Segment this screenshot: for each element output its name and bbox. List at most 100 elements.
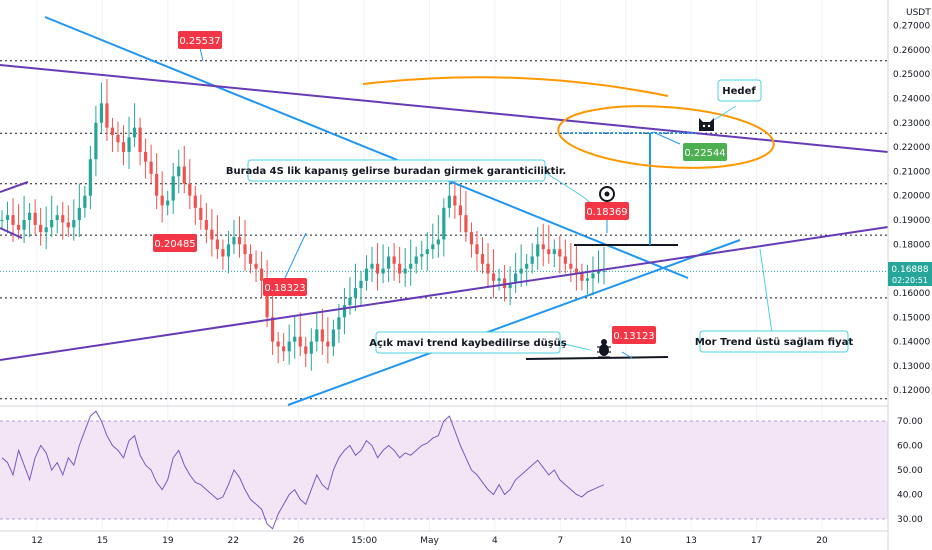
candle-body bbox=[326, 341, 330, 347]
rsi-tick-label: 70.00 bbox=[897, 417, 923, 427]
candle-body bbox=[271, 317, 275, 342]
callout-connectors bbox=[542, 105, 773, 351]
candle-body bbox=[486, 263, 490, 274]
time-tick-label: 10 bbox=[620, 536, 632, 546]
candle-body bbox=[547, 249, 551, 255]
candle-body bbox=[596, 271, 601, 274]
candle-body bbox=[453, 195, 457, 206]
price-tag-020485[interactable]: 0.20485 bbox=[153, 234, 197, 252]
candle-body bbox=[464, 215, 468, 233]
price-tick-label: 0.15000 bbox=[893, 313, 930, 323]
candle-body bbox=[525, 263, 529, 269]
candle-body bbox=[309, 341, 313, 354]
candle-body bbox=[182, 166, 186, 184]
candle-body bbox=[199, 207, 203, 221]
blue-trend-ascending[interactable] bbox=[287, 239, 741, 406]
candle-body bbox=[469, 232, 474, 245]
candle-body bbox=[88, 159, 92, 196]
candle-body bbox=[458, 205, 463, 216]
candle-body bbox=[491, 273, 496, 281]
candle-body bbox=[563, 256, 567, 264]
candle-body bbox=[569, 263, 573, 269]
purple-trend-upper[interactable] bbox=[0, 64, 889, 153]
purple-trend-left-lower bbox=[0, 227, 23, 239]
candle-body bbox=[11, 215, 15, 225]
price-tag-025537[interactable]: 0.25537 bbox=[178, 31, 222, 49]
candle-body bbox=[370, 263, 374, 269]
candle-body bbox=[166, 200, 170, 206]
target-ellipse[interactable] bbox=[556, 100, 776, 175]
candle-body bbox=[375, 263, 380, 274]
blue-trend-descending[interactable] bbox=[44, 16, 689, 279]
candle-body bbox=[110, 127, 115, 135]
note-target[interactable]: Hedef bbox=[717, 79, 762, 102]
candle-body bbox=[315, 329, 319, 342]
time-tick-label: 17 bbox=[751, 536, 762, 546]
candle-body bbox=[392, 256, 396, 264]
current-price-label[interactable]: 0.16888 02:20:51 bbox=[888, 262, 932, 286]
price-tag-020485-label: 0.20485 bbox=[154, 239, 195, 250]
price-tag-025537-label: 0.25537 bbox=[179, 36, 220, 47]
candle-body bbox=[215, 239, 219, 250]
candle-body bbox=[248, 254, 253, 264]
rsi-tick-label: 40.00 bbox=[897, 491, 923, 501]
candle-body bbox=[387, 256, 391, 269]
price-tag-022544[interactable]: 0.22544 bbox=[683, 143, 727, 161]
candle-body bbox=[502, 278, 507, 289]
candle-body bbox=[353, 288, 358, 298]
rsi-band bbox=[0, 421, 888, 519]
price-tag-013123[interactable]: 0.13123 bbox=[612, 326, 656, 344]
candle-body bbox=[149, 161, 153, 174]
note-breakdown-risk[interactable]: Açık mavi trend kaybedilirse düşüş bbox=[369, 331, 567, 354]
candle-body bbox=[514, 273, 518, 284]
candle-body bbox=[221, 249, 225, 257]
price-tag-018323[interactable]: 0.18323 bbox=[263, 278, 307, 296]
price-tick-label: 0.21000 bbox=[893, 167, 930, 177]
rsi-line bbox=[1, 410, 605, 530]
candle-body bbox=[50, 220, 54, 228]
candle-body bbox=[16, 224, 21, 230]
price-tick-label: 0.20000 bbox=[893, 192, 930, 202]
candle-body bbox=[552, 249, 556, 255]
candle-body bbox=[574, 268, 578, 274]
candle-body bbox=[409, 263, 413, 269]
candle-body bbox=[193, 195, 197, 208]
note-entry-condition-text: Burada 4S lik kapanış gelirse buradan gi… bbox=[226, 166, 566, 177]
note-purple-trend[interactable]: Mor Trend üstü sağlam fiyat bbox=[695, 330, 853, 353]
candle-body bbox=[298, 336, 302, 347]
candle-body bbox=[138, 127, 142, 152]
candle-body bbox=[436, 239, 440, 245]
time-tick-label: 4 bbox=[492, 536, 498, 546]
candle-body bbox=[359, 280, 363, 289]
price-axis-labels: 0.27000 0.26000 0.25000 0.24000 0.23000 0.220… bbox=[893, 22, 930, 397]
price-tick-label: 0.13000 bbox=[893, 362, 930, 372]
purple-trend-lower[interactable] bbox=[0, 226, 889, 361]
note-target-text: Hedef bbox=[722, 86, 756, 97]
candle-body bbox=[237, 237, 242, 245]
price-tick-label: 0.16000 bbox=[893, 289, 930, 299]
price-tick-label: 0.22000 bbox=[893, 143, 930, 153]
black-support-line[interactable] bbox=[525, 356, 669, 360]
price-tick-label: 0.14000 bbox=[893, 338, 930, 348]
candle-body bbox=[602, 271, 606, 273]
time-tick-label: 15 bbox=[97, 536, 108, 546]
time-tick-label: 19 bbox=[162, 536, 174, 546]
candle-body bbox=[5, 215, 10, 221]
price-tick-label: 0.24000 bbox=[893, 94, 930, 104]
candle-body bbox=[177, 166, 181, 177]
candle-body bbox=[337, 317, 341, 330]
candle-body bbox=[304, 346, 308, 354]
rsi-tick-label: 30.00 bbox=[897, 515, 923, 525]
candle-body bbox=[155, 173, 159, 196]
candle-body bbox=[342, 305, 347, 318]
orange-arc bbox=[362, 76, 669, 97]
candle-body bbox=[94, 122, 98, 160]
candle-body bbox=[364, 268, 369, 281]
candle-body bbox=[72, 220, 76, 228]
price-tick-label: 0.12000 bbox=[893, 386, 930, 396]
price-tag-018369[interactable]: 0.18369 bbox=[585, 202, 629, 220]
time-tick-label: 20 bbox=[816, 536, 828, 546]
candle-body bbox=[447, 195, 451, 208]
note-entry-condition[interactable]: Burada 4S lik kapanış gelirse buradan gi… bbox=[226, 159, 566, 182]
